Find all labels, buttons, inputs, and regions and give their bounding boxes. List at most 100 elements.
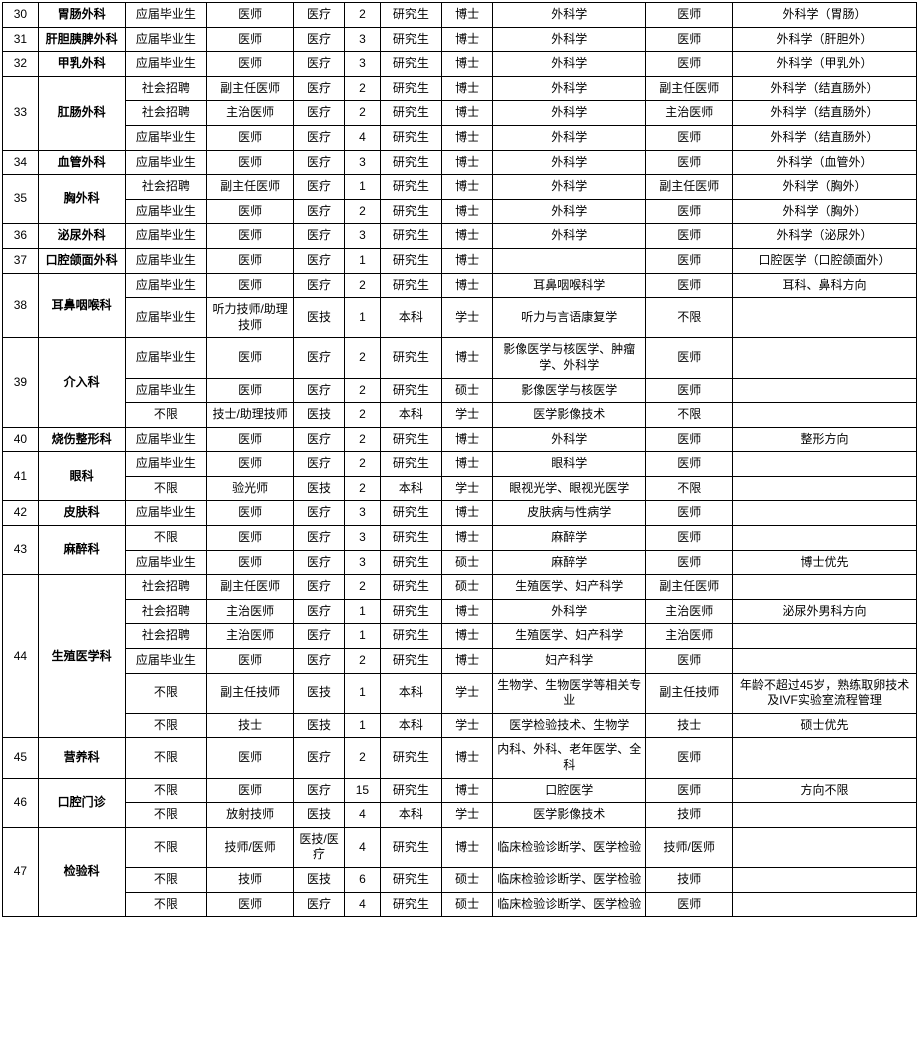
cell-deg: 博士	[442, 649, 493, 674]
cell-edu: 研究生	[380, 867, 441, 892]
cell-deg: 博士	[442, 101, 493, 126]
cell-num: 2	[345, 427, 381, 452]
cell-note	[733, 298, 917, 338]
cell-idx: 45	[3, 738, 39, 778]
cell-edu: 研究生	[380, 125, 441, 150]
cell-note	[733, 403, 917, 428]
table-row: 不限验光师医技2本科学士眼视光学、眼视光医学不限	[3, 476, 917, 501]
cell-cert: 医师	[646, 273, 733, 298]
table-row: 40烧伤整形科应届毕业生医师医疗2研究生博士外科学医师整形方向	[3, 427, 917, 452]
cell-note: 硕士优先	[733, 713, 917, 738]
cell-major: 麻醉学	[493, 550, 646, 575]
cell-idx: 40	[3, 427, 39, 452]
cell-major: 临床检验诊断学、医学检验	[493, 827, 646, 867]
cell-num: 1	[345, 713, 381, 738]
cell-note: 外科学（结直肠外）	[733, 76, 917, 101]
cell-src: 不限	[125, 867, 207, 892]
cell-src: 应届毕业生	[125, 550, 207, 575]
cell-edu: 本科	[380, 673, 441, 713]
cell-note: 整形方向	[733, 427, 917, 452]
cell-src: 不限	[125, 673, 207, 713]
cell-major: 外科学	[493, 175, 646, 200]
cell-src: 不限	[125, 738, 207, 778]
table-row: 不限放射技师医技4本科学士医学影像技术技师	[3, 803, 917, 828]
cell-cert: 医师	[646, 199, 733, 224]
cell-cert: 医师	[646, 778, 733, 803]
cell-major: 外科学	[493, 3, 646, 28]
table-row: 社会招聘主治医师医疗1研究生博士生殖医学、妇产科学主治医师	[3, 624, 917, 649]
table-row: 37口腔颌面外科应届毕业生医师医疗1研究生博士医师口腔医学（口腔颌面外）	[3, 248, 917, 273]
cell-edu: 研究生	[380, 273, 441, 298]
cell-idx: 36	[3, 224, 39, 249]
cell-note: 外科学（甲乳外）	[733, 52, 917, 77]
table-row: 不限技士医技1本科学士医学检验技术、生物学技士硕士优先	[3, 713, 917, 738]
cell-pos: 放射技师	[207, 803, 294, 828]
cell-major: 影像医学与核医学、肿瘤学、外科学	[493, 338, 646, 378]
cell-major: 外科学	[493, 76, 646, 101]
cell-deg: 博士	[442, 199, 493, 224]
cell-deg: 博士	[442, 76, 493, 101]
cell-deg: 学士	[442, 673, 493, 713]
cell-note: 外科学（肝胆外）	[733, 27, 917, 52]
cell-src: 应届毕业生	[125, 199, 207, 224]
cell-type: 医疗	[294, 76, 345, 101]
cell-note	[733, 738, 917, 778]
cell-cert: 医师	[646, 27, 733, 52]
cell-edu: 研究生	[380, 526, 441, 551]
cell-src: 应届毕业生	[125, 298, 207, 338]
table-row: 应届毕业生医师医疗2研究生硕士影像医学与核医学医师	[3, 378, 917, 403]
cell-dept: 口腔颌面外科	[38, 248, 125, 273]
cell-type: 医疗	[294, 378, 345, 403]
cell-dept: 口腔门诊	[38, 778, 125, 827]
cell-type: 医疗	[294, 649, 345, 674]
cell-note	[733, 501, 917, 526]
cell-pos: 医师	[207, 125, 294, 150]
cell-cert: 医师	[646, 427, 733, 452]
cell-note	[733, 526, 917, 551]
cell-src: 应届毕业生	[125, 150, 207, 175]
cell-note: 耳科、鼻科方向	[733, 273, 917, 298]
cell-idx: 38	[3, 273, 39, 338]
cell-type: 医技	[294, 867, 345, 892]
table-row: 不限医师医疗4研究生硕士临床检验诊断学、医学检验医师	[3, 892, 917, 917]
cell-pos: 医师	[207, 3, 294, 28]
cell-dept: 胸外科	[38, 175, 125, 224]
cell-pos: 主治医师	[207, 624, 294, 649]
cell-cert: 医师	[646, 338, 733, 378]
cell-edu: 本科	[380, 803, 441, 828]
cell-num: 4	[345, 125, 381, 150]
cell-src: 不限	[125, 526, 207, 551]
cell-note: 外科学（结直肠外）	[733, 125, 917, 150]
cell-pos: 医师	[207, 273, 294, 298]
cell-idx: 37	[3, 248, 39, 273]
cell-src: 应届毕业生	[125, 224, 207, 249]
cell-src: 应届毕业生	[125, 501, 207, 526]
cell-pos: 医师	[207, 378, 294, 403]
cell-major: 外科学	[493, 427, 646, 452]
cell-type: 医疗	[294, 224, 345, 249]
cell-note: 博士优先	[733, 550, 917, 575]
cell-note	[733, 803, 917, 828]
cell-type: 医疗	[294, 248, 345, 273]
recruitment-table: 30胃肠外科应届毕业生医师医疗2研究生博士外科学医师外科学（胃肠）31肝胆胰脾外…	[2, 2, 917, 917]
cell-idx: 34	[3, 150, 39, 175]
cell-cert: 医师	[646, 892, 733, 917]
cell-pos: 技士	[207, 713, 294, 738]
cell-cert: 技师	[646, 867, 733, 892]
cell-src: 社会招聘	[125, 101, 207, 126]
cell-major: 外科学	[493, 125, 646, 150]
cell-deg: 学士	[442, 713, 493, 738]
cell-deg: 博士	[442, 27, 493, 52]
cell-deg: 博士	[442, 150, 493, 175]
cell-num: 4	[345, 892, 381, 917]
cell-src: 不限	[125, 403, 207, 428]
cell-src: 应届毕业生	[125, 338, 207, 378]
cell-cert: 医师	[646, 150, 733, 175]
cell-note: 年龄不超过45岁，熟练取卵技术及IVF实验室流程管理	[733, 673, 917, 713]
cell-src: 应届毕业生	[125, 427, 207, 452]
table-row: 31肝胆胰脾外科应届毕业生医师医疗3研究生博士外科学医师外科学（肝胆外）	[3, 27, 917, 52]
cell-note	[733, 476, 917, 501]
cell-pos: 技师/医师	[207, 827, 294, 867]
cell-num: 3	[345, 550, 381, 575]
cell-note: 外科学（胸外）	[733, 175, 917, 200]
